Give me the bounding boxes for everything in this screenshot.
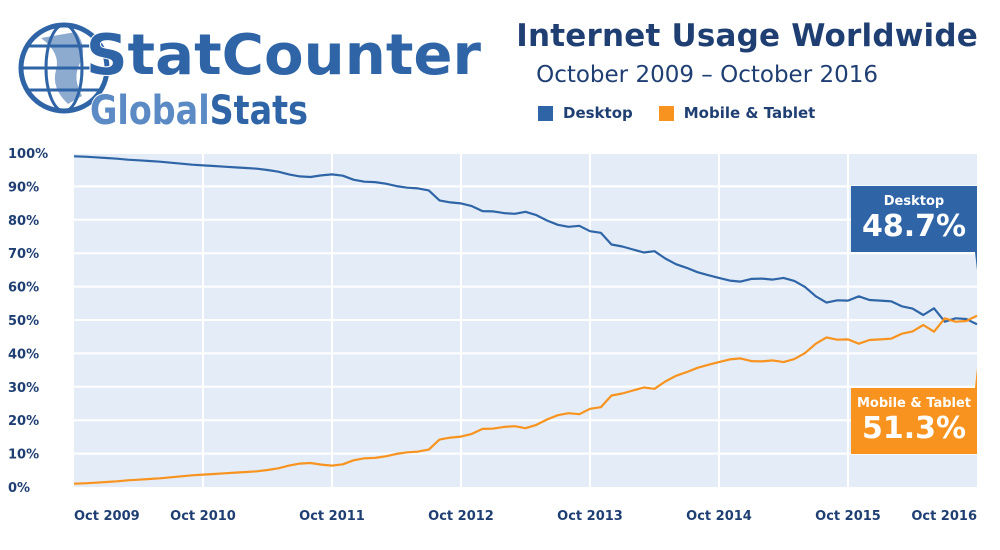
- line-chart: 0% 10% 20% 30% 40% 50% 60% 70% 80% 90% 100% Oct 200…: [8, 147, 978, 524]
- y-tick-label: 20%: [8, 414, 39, 429]
- desktop-callout-label: Desktop: [883, 194, 945, 209]
- desktop-callout-value: 48.7%: [861, 209, 967, 244]
- x-tick-label: Oct 2009: [74, 509, 140, 524]
- chart-subtitle: October 2009 – October 2016: [536, 62, 878, 88]
- y-tick-label: 70%: [8, 247, 39, 262]
- logo-sub-part2: Stats: [210, 88, 308, 134]
- y-tick-label: 40%: [8, 347, 39, 362]
- logo-brand-part1: Stat: [86, 23, 222, 88]
- logo-brand-part2: Counter: [222, 23, 482, 88]
- y-tick-label: 80%: [8, 214, 39, 229]
- desktop-callout-pointer: [975, 252, 977, 270]
- x-tick-label: Oct 2012: [428, 509, 494, 524]
- legend-item-mobile: Mobile & Tablet: [658, 104, 816, 122]
- y-tick-label: 0%: [8, 481, 30, 496]
- series-line-mobile: [73, 314, 978, 485]
- x-tick-label: Oct 2013: [557, 509, 623, 524]
- legend-item-desktop: Desktop: [538, 104, 633, 122]
- x-tick-label: Oct 2011: [299, 509, 365, 524]
- mobile-callout-label: Mobile & Tablet: [856, 396, 972, 411]
- y-tick-label: 100%: [8, 147, 48, 162]
- y-tick-label: 90%: [8, 180, 39, 195]
- x-tick-label: Oct 2010: [170, 509, 236, 524]
- chart-title: Internet Usage Worldwide: [516, 18, 978, 54]
- desktop-callout: Desktop 48.7%: [851, 186, 977, 252]
- legend: Desktop Mobile & Tablet: [538, 104, 841, 122]
- mobile-callout: Mobile & Tablet 51.3%: [851, 388, 977, 454]
- svg-text:StatCounter: StatCounter: [86, 23, 481, 88]
- y-tick-label: 30%: [8, 381, 39, 396]
- globe-icon: [18, 22, 110, 114]
- legend-label-mobile: Mobile & Tablet: [683, 104, 816, 122]
- legend-swatch-desktop: [538, 105, 553, 121]
- y-tick-label: 50%: [8, 314, 39, 329]
- legend-swatch-mobile: [658, 105, 674, 121]
- statcounter-logo: StatCounter GlobalStats: [18, 22, 482, 135]
- y-tick-label: 10%: [8, 448, 39, 463]
- x-tick-label: Oct 2016: [911, 509, 977, 524]
- x-tick-label: Oct 2014: [686, 509, 752, 524]
- y-tick-label: 60%: [8, 281, 39, 296]
- series-line-desktop: [73, 155, 978, 326]
- logo-sub-part1: Global: [90, 88, 210, 134]
- x-tick-label: Oct 2015: [815, 509, 881, 524]
- legend-label-desktop: Desktop: [563, 104, 633, 122]
- mobile-callout-pointer: [975, 368, 977, 388]
- mobile-callout-value: 51.3%: [861, 411, 967, 446]
- svg-text:GlobalStats: GlobalStats: [90, 88, 308, 134]
